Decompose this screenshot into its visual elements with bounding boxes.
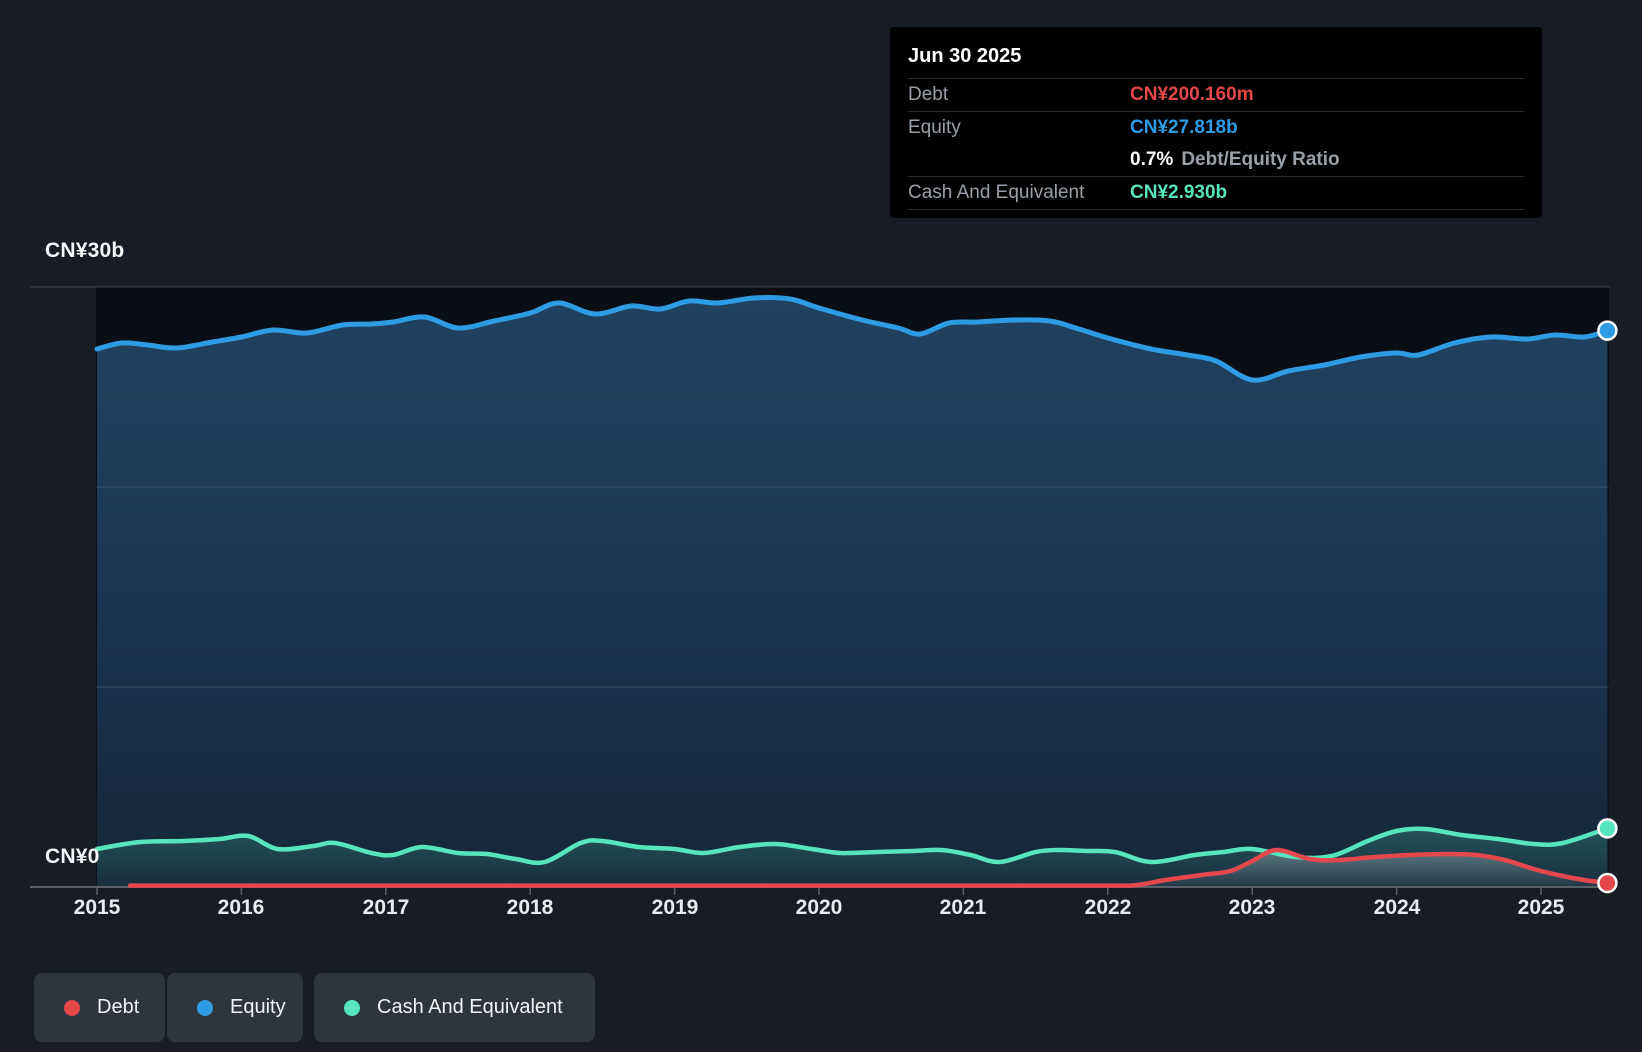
equity-color-dot-icon xyxy=(197,999,213,1016)
tooltip-equity-label: Equity xyxy=(908,117,961,138)
area-equity xyxy=(97,297,1608,888)
x-axis-ticks xyxy=(96,887,1542,895)
area-debt xyxy=(130,849,1608,887)
x-label-2016: 2016 xyxy=(217,896,265,919)
legend-item-debt[interactable]: Debt xyxy=(34,973,165,1042)
legend-cash-label: Cash And Equivalent xyxy=(377,996,563,1018)
x-label-2025: 2025 xyxy=(1517,896,1565,919)
divider xyxy=(908,176,1524,177)
tooltip-equity-value: CN¥27.818b xyxy=(1130,117,1238,138)
tooltip-date: Jun 30 2025 xyxy=(908,45,1022,67)
x-label-2020: 2020 xyxy=(795,896,843,919)
tooltip-ratio-value: 0.7% xyxy=(1130,149,1174,170)
divider xyxy=(908,111,1524,112)
legend-debt-label: Debt xyxy=(97,996,140,1018)
x-label-2021: 2021 xyxy=(939,896,987,919)
x-label-2017: 2017 xyxy=(362,896,410,919)
marker-equity xyxy=(1597,320,1618,341)
divider xyxy=(908,78,1524,79)
y-axis-label-0: CN¥0 xyxy=(45,845,100,868)
tooltip-cash-value: CN¥2.930b xyxy=(1130,182,1228,203)
x-label-2015: 2015 xyxy=(73,896,121,919)
endpoint-markers xyxy=(1597,320,1618,894)
marker-cash-and-equivalent xyxy=(1597,818,1618,839)
y-axis-label-30b: CN¥30b xyxy=(45,239,125,262)
tooltip-row-cash: Cash And Equivalent CN¥2.930b xyxy=(908,177,1524,209)
hover-tooltip: Jun 30 2025 Debt CN¥200.160m Equity CN¥2… xyxy=(890,27,1542,218)
x-label-2023: 2023 xyxy=(1228,896,1276,919)
tooltip-cash-label: Cash And Equivalent xyxy=(908,182,1085,203)
marker-debt xyxy=(1597,872,1618,894)
legend-item-cash[interactable]: Cash And Equivalent xyxy=(314,973,595,1042)
line-debt xyxy=(127,847,1610,888)
x-label-2024: 2024 xyxy=(1373,896,1421,919)
debt-color-dot-icon xyxy=(64,999,80,1016)
tooltip-debt-value: CN¥200.160m xyxy=(1130,84,1254,105)
line-equity xyxy=(94,295,1610,383)
line-cash-and-equivalent xyxy=(94,826,1610,866)
x-label-2018: 2018 xyxy=(506,896,554,919)
series-lines xyxy=(94,295,1610,888)
tooltip-debt-label: Debt xyxy=(908,84,949,105)
tooltip-row-equity: Equity CN¥27.818b xyxy=(908,112,1524,144)
tooltip-row-debt: Debt CN¥200.160m xyxy=(908,79,1524,111)
x-label-2022: 2022 xyxy=(1084,896,1132,919)
x-label-2019: 2019 xyxy=(651,896,699,919)
tooltip-row-ratio: 0.7% Debt/Equity Ratio xyxy=(908,144,1524,176)
cash-color-dot-icon xyxy=(344,999,360,1016)
legend-equity-label: Equity xyxy=(230,996,286,1018)
series-areas xyxy=(97,297,1608,888)
divider xyxy=(908,209,1524,210)
legend-item-equity[interactable]: Equity xyxy=(167,973,303,1042)
tooltip-ratio-label: Debt/Equity Ratio xyxy=(1181,149,1340,170)
